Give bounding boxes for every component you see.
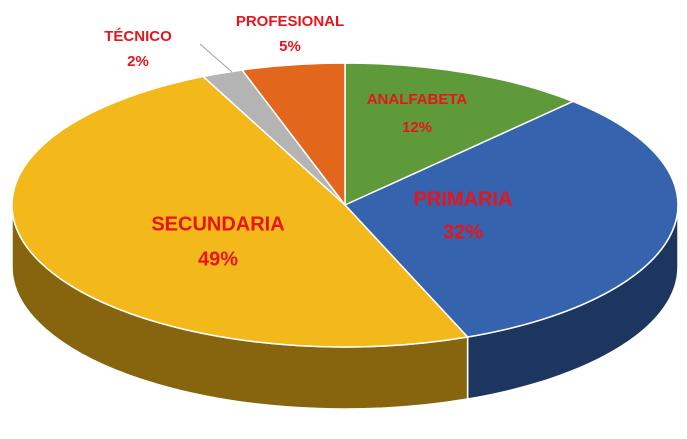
category-label: PROFESIONAL [236,13,344,30]
value-label: 32% [443,221,483,243]
category-label: PRIMARIA [414,188,513,210]
pie-slice [11,75,470,348]
pie-slice [240,62,346,208]
pie-slice [344,62,575,207]
value-label: 49% [198,248,238,270]
value-label: 12% [402,119,432,136]
value-label: 5% [279,38,301,55]
pie-slice [343,100,679,338]
category-label: SECUNDARIA [151,213,284,235]
category-label: TÉCNICO [104,28,172,45]
category-label: ANALFABETA [367,91,468,108]
value-label: 2% [127,53,149,70]
leader-line [199,43,233,73]
